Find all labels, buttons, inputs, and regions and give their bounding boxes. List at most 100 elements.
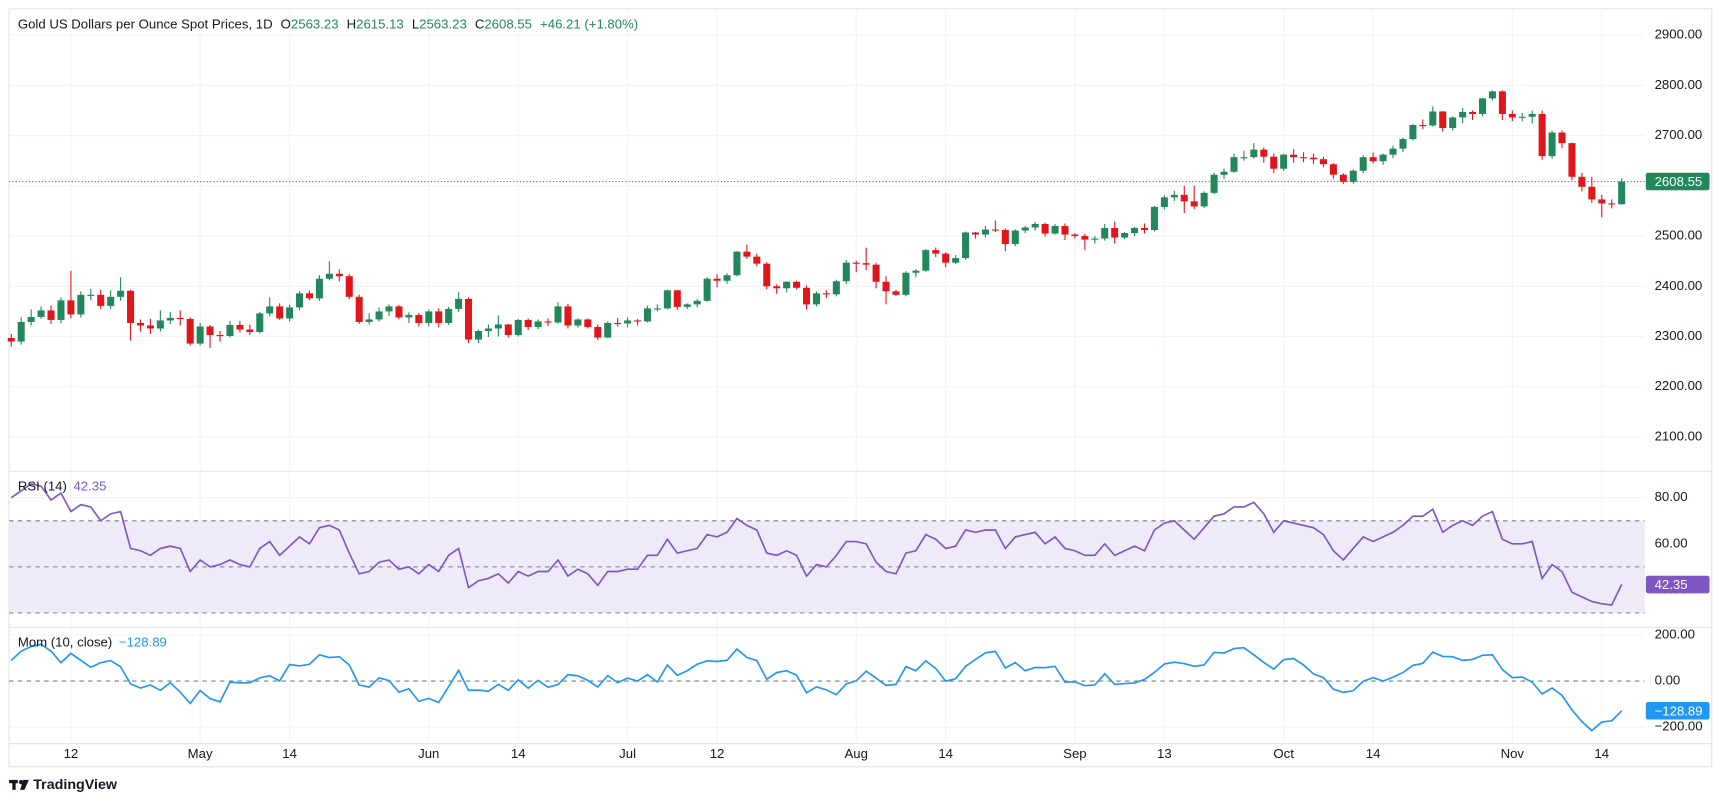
candle-body	[1309, 157, 1318, 160]
candle-body	[127, 290, 135, 323]
candle-body	[1409, 125, 1417, 140]
candle-body	[1031, 223, 1039, 228]
candle-body	[1220, 171, 1228, 175]
y-tick-label: 2400.00	[1655, 278, 1703, 293]
candle-body	[1041, 223, 1049, 234]
high-value: 2615.13	[356, 17, 404, 32]
candle-body	[246, 329, 254, 333]
candle-body	[17, 321, 25, 342]
candle-body	[793, 281, 801, 288]
candle-body	[7, 338, 15, 342]
value-tag-label: 42.35	[1655, 577, 1688, 592]
candle-body	[57, 300, 65, 320]
close-value: 2608.55	[484, 17, 532, 32]
candle-body	[1081, 236, 1089, 240]
candle-body	[1518, 116, 1526, 118]
candle-body	[743, 251, 751, 257]
candle-body	[514, 319, 522, 336]
candle-body	[395, 306, 403, 318]
candle-body	[345, 276, 353, 297]
candle-body	[862, 263, 870, 265]
candle-body	[663, 290, 671, 309]
x-tick-label: 12	[64, 746, 79, 761]
x-tick-label: 14	[1366, 746, 1381, 761]
x-tick-label: 12	[710, 746, 725, 761]
candle-body	[1389, 148, 1397, 155]
candle-body	[37, 310, 45, 317]
candle-body	[1369, 157, 1377, 162]
brand-name: TradingView	[33, 777, 118, 793]
candle-body	[107, 296, 115, 306]
value-tag-label: −128.89	[1655, 703, 1703, 718]
candle-body	[1290, 154, 1298, 158]
candle-body	[1021, 227, 1029, 231]
value-tag	[1645, 575, 1710, 594]
y-tick-label: 200.00	[1655, 627, 1695, 642]
candle-body	[1488, 91, 1496, 99]
candle-body	[832, 281, 840, 295]
x-tick-label: 14	[282, 746, 297, 761]
chart-title: Gold US Dollars per Ounce Spot Prices, 1…	[18, 17, 273, 32]
candle-body	[1121, 233, 1129, 238]
indicator-line	[10, 482, 1623, 606]
candle-body	[186, 318, 194, 344]
candle-body	[1588, 186, 1596, 200]
candle-body	[524, 319, 532, 327]
candle-body	[892, 291, 900, 295]
candle-body	[1459, 111, 1467, 118]
candle-body	[445, 308, 453, 323]
candle-body	[1091, 238, 1099, 240]
candle-body	[594, 326, 602, 338]
candle-body	[763, 263, 771, 287]
candle-body	[425, 311, 433, 323]
chart-header: Gold US Dollars per Ounce Spot Prices, 1…	[18, 17, 638, 32]
candle-body	[634, 320, 642, 322]
candle-body	[97, 294, 105, 306]
logo-part	[18, 779, 24, 785]
x-tick-label: Jul	[619, 746, 636, 761]
indicator-title: RSI (14)	[18, 479, 67, 494]
indicator-legend: RSI (14) 42.35	[18, 479, 107, 494]
ohlc-label: H	[347, 17, 357, 32]
candle-body	[156, 320, 164, 329]
candle-body	[683, 304, 691, 307]
candle-body	[286, 307, 294, 319]
candle-body	[1210, 174, 1218, 193]
candle-body	[67, 300, 75, 315]
price-tag-label: 2608.55	[1655, 174, 1703, 189]
logo-part	[20, 779, 29, 790]
y-tick-label: 0.00	[1655, 673, 1681, 688]
candle-body	[822, 293, 830, 295]
candle-body	[1478, 98, 1487, 114]
candle-body	[1429, 111, 1437, 126]
candle-body	[962, 232, 970, 259]
candle-body	[1498, 91, 1506, 114]
candle-body	[991, 229, 999, 231]
candle-body	[166, 317, 174, 321]
x-tick-label: May	[188, 746, 213, 761]
candle-body	[932, 250, 940, 254]
candle-body	[783, 281, 791, 289]
candle-body	[1061, 226, 1069, 235]
x-tick-label: Aug	[845, 746, 868, 761]
candle-body	[1399, 139, 1407, 149]
candle-body	[912, 270, 920, 273]
candle-body	[117, 290, 125, 297]
candle-body	[812, 293, 820, 305]
candle-body	[1568, 143, 1576, 177]
candle-body	[1469, 111, 1477, 114]
y-tick-label: 60.00	[1655, 535, 1688, 550]
candle-body	[27, 316, 35, 322]
candle-body	[872, 264, 880, 282]
candle-body	[176, 317, 184, 320]
candle-body	[1250, 149, 1258, 158]
price-tag	[1645, 172, 1710, 191]
candle-body	[47, 310, 55, 320]
x-tick-label: Nov	[1501, 746, 1525, 761]
candle-body	[415, 314, 423, 323]
candle-body	[385, 306, 393, 312]
candle-body	[1359, 157, 1367, 171]
candle-body	[574, 319, 582, 326]
candle-body	[1230, 157, 1238, 172]
